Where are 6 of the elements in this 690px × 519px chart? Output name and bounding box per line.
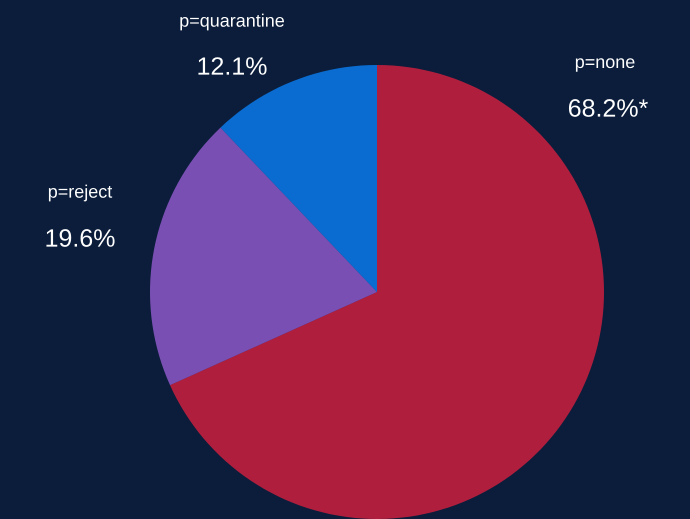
data-label: 12.1% bbox=[198, 57, 267, 75]
data-label: 68.2%* bbox=[568, 99, 648, 117]
slice-label: p=quarantine bbox=[180, 14, 284, 30]
data-label: 19.6% bbox=[46, 229, 115, 247]
slice-label: p=reject bbox=[48, 184, 112, 202]
slice-label: p=none bbox=[576, 58, 634, 72]
